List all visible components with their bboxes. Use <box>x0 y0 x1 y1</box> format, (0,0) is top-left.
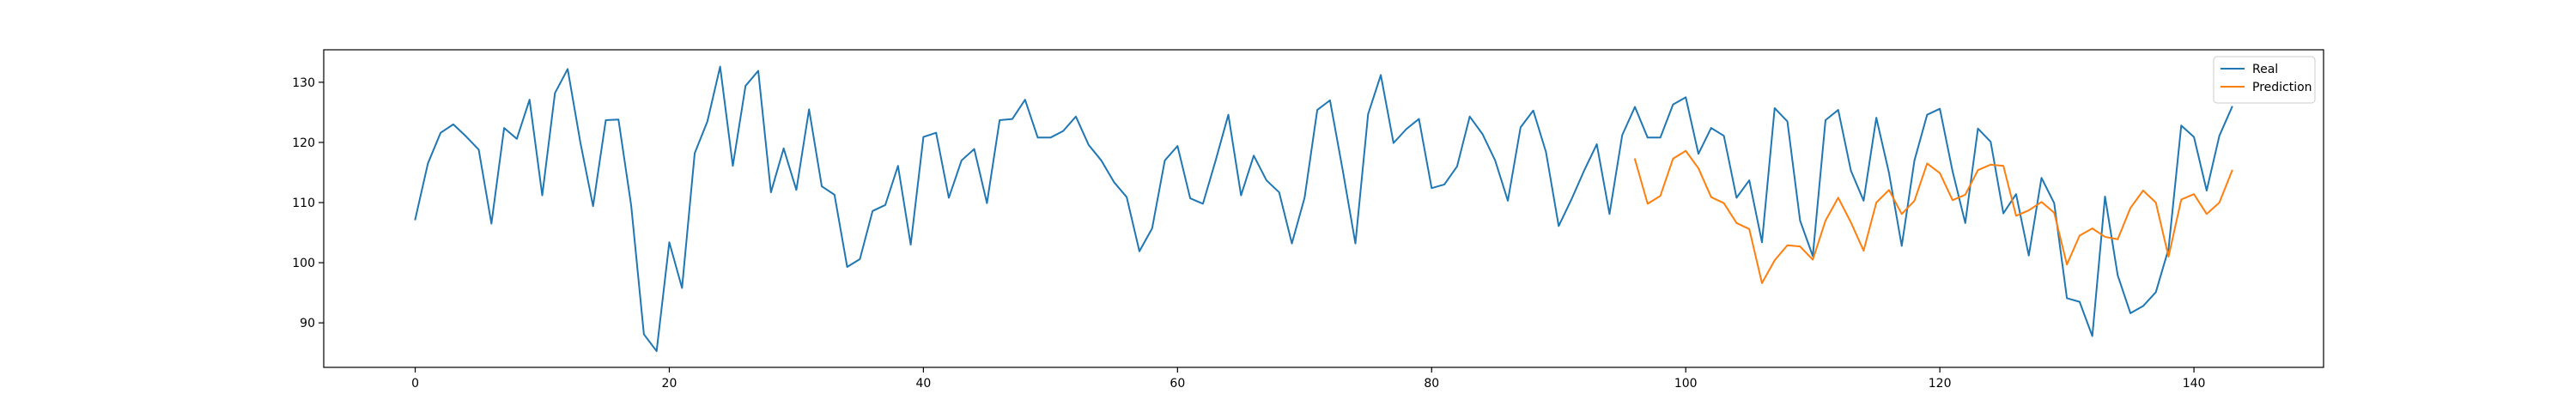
y-axis: 90 100 110 120 130 <box>292 76 324 330</box>
x-tick-label: 100 <box>1674 377 1698 391</box>
plot-area <box>323 49 2324 368</box>
y-tick-label: 100 <box>292 257 315 270</box>
y-tick-label: 90 <box>300 317 315 330</box>
y-tick-label: 110 <box>292 197 315 210</box>
x-tick-label: 140 <box>2183 377 2206 391</box>
x-tick-label: 60 <box>1170 377 1185 391</box>
x-tick-label: 40 <box>915 377 931 391</box>
axes-background <box>324 50 2324 367</box>
series-line-real <box>414 65 2233 353</box>
y-tick-label: 130 <box>292 76 315 90</box>
legend-label-prediction: Prediction <box>2252 81 2312 94</box>
y-tick-label: 120 <box>292 136 315 150</box>
legend: Real Prediction <box>2213 56 2316 104</box>
x-tick-label: 20 <box>662 377 677 391</box>
x-axis: 0 20 40 60 80 100 120 140 <box>411 367 2205 391</box>
axes-frame <box>323 49 2324 368</box>
x-tick-label: 0 <box>411 377 419 391</box>
x-tick-label: 120 <box>1929 377 1952 391</box>
x-tick-label: 80 <box>1424 377 1439 391</box>
series-lines <box>414 65 2233 353</box>
legend-label-real: Real <box>2252 63 2278 76</box>
series-line-prediction <box>1633 149 2233 284</box>
